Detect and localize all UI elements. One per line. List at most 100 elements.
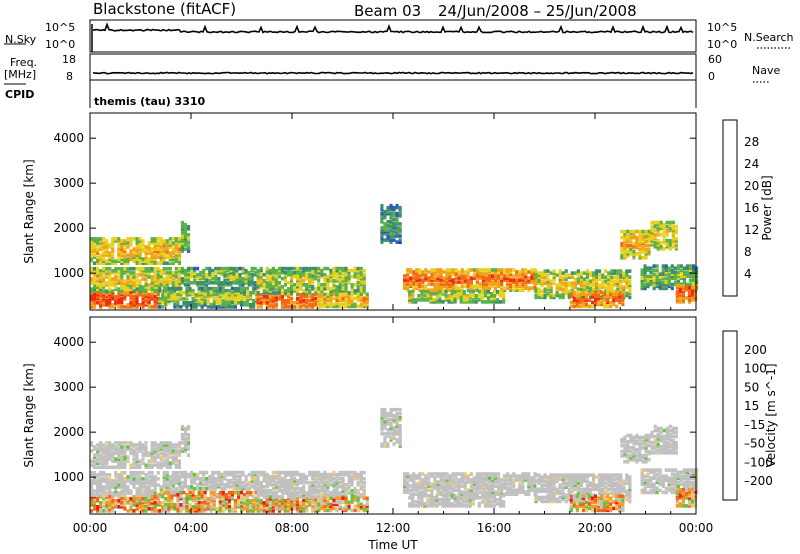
range-cell — [675, 283, 679, 288]
range-cell — [299, 509, 303, 513]
range-cell — [187, 487, 191, 491]
range-cell — [466, 284, 470, 288]
range-cell — [105, 451, 109, 455]
range-cell — [220, 474, 224, 479]
range-cell — [317, 279, 321, 283]
range-cell — [408, 300, 412, 304]
range-cell — [241, 470, 245, 475]
range-cell — [497, 274, 501, 278]
range-cell — [165, 483, 169, 487]
range-cell — [450, 298, 454, 302]
range-cell — [162, 255, 166, 259]
range-cell — [280, 276, 284, 281]
range-cell — [223, 487, 227, 491]
range-cell — [353, 474, 357, 479]
range-cell — [643, 268, 647, 272]
range-cell — [578, 292, 582, 297]
range-cell — [221, 288, 225, 293]
range-cell — [147, 259, 151, 263]
range-cell — [277, 498, 281, 503]
range-cell — [403, 284, 407, 288]
range-cell — [259, 274, 263, 279]
range-cell — [524, 276, 528, 280]
range-cell — [90, 267, 94, 271]
range-cell — [653, 236, 657, 241]
range-cell — [462, 296, 466, 300]
range-cell — [329, 296, 333, 301]
range-cell — [661, 270, 665, 274]
range-cell — [238, 283, 242, 287]
range-cell — [518, 272, 522, 276]
range-cell — [138, 292, 142, 297]
range-cell — [436, 274, 440, 278]
range-cell — [406, 286, 410, 290]
range-cell — [191, 305, 195, 309]
range-cell — [460, 484, 464, 488]
range-cell — [96, 496, 100, 501]
range-cell — [274, 487, 278, 491]
range-cell — [564, 273, 568, 277]
range-cell — [153, 261, 157, 265]
range-cell — [293, 507, 297, 511]
range-cell — [344, 304, 348, 309]
range-cell — [347, 302, 351, 307]
range-cell — [664, 264, 668, 268]
range-cell — [214, 276, 218, 281]
range-cell — [129, 491, 133, 495]
range-cell — [265, 478, 269, 483]
range-cell — [126, 489, 130, 493]
range-cell — [386, 234, 390, 238]
range-cell — [111, 243, 115, 247]
range-cell — [575, 290, 579, 294]
range-cell — [558, 295, 562, 300]
range-cell — [632, 254, 636, 258]
range-cell — [299, 266, 303, 271]
range-cell — [421, 278, 425, 282]
range-cell — [187, 225, 191, 229]
range-cell — [277, 268, 281, 273]
range-cell — [314, 491, 318, 495]
range-cell — [512, 278, 516, 282]
range-cell — [171, 451, 175, 455]
range-cell — [299, 283, 303, 287]
range-cell — [208, 474, 212, 479]
range-cell — [111, 255, 115, 259]
range-cell — [484, 278, 488, 282]
range-cell — [675, 298, 679, 302]
range-cell — [524, 280, 528, 284]
range-cell — [299, 294, 303, 299]
range-cell — [277, 470, 281, 475]
range-cell — [326, 493, 330, 497]
range-cell — [497, 282, 501, 286]
range-cell — [622, 277, 626, 281]
range-cell — [256, 270, 260, 275]
range-cell — [676, 272, 680, 276]
range-cell — [114, 451, 118, 455]
range-cell — [99, 455, 103, 459]
range-cell — [335, 478, 339, 483]
range-cell — [332, 493, 336, 497]
range-cell — [141, 289, 145, 293]
range-cell — [658, 280, 662, 285]
range-cell — [259, 501, 263, 505]
range-cell — [126, 485, 130, 489]
range-cell — [561, 281, 565, 285]
range-cell — [421, 486, 425, 490]
range-cell — [187, 249, 191, 253]
range-cell — [280, 291, 284, 295]
range-cell — [675, 296, 679, 300]
range-cell — [323, 470, 327, 475]
range-cell — [179, 297, 183, 301]
range-cell — [250, 281, 254, 285]
range-cell — [653, 241, 657, 245]
range-cell — [320, 472, 324, 477]
range-cell — [252, 301, 256, 305]
range-cell — [223, 472, 227, 477]
range-cell — [332, 491, 336, 495]
range-cell — [158, 509, 162, 513]
range-cell — [293, 472, 297, 477]
cpid-value: themis (tau) 3310 — [94, 95, 206, 108]
range-cell — [171, 277, 175, 281]
range-cell — [250, 472, 254, 477]
range-cell — [486, 298, 490, 302]
